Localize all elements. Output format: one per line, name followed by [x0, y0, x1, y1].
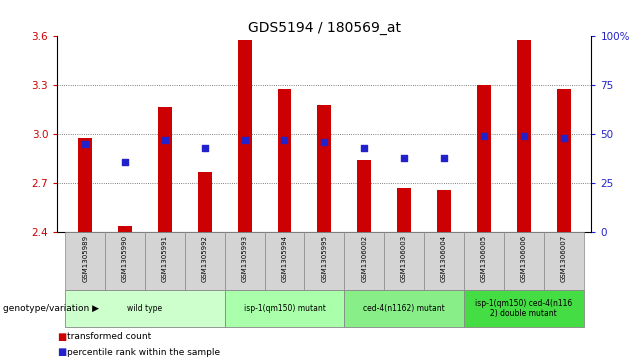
Point — [160, 137, 170, 143]
Text: GSM1306005: GSM1306005 — [481, 235, 487, 282]
Text: isp-1(qm150) ced-4(n116
2) double mutant: isp-1(qm150) ced-4(n116 2) double mutant — [475, 299, 572, 318]
Bar — [305, 232, 344, 290]
Point — [120, 159, 130, 165]
Bar — [105, 232, 145, 290]
Bar — [277, 89, 291, 232]
Point — [240, 137, 250, 143]
Text: GSM1305994: GSM1305994 — [282, 235, 287, 282]
Bar — [78, 138, 92, 232]
Bar — [317, 105, 331, 232]
Point — [479, 133, 489, 139]
Bar — [118, 226, 132, 232]
Point — [200, 145, 210, 151]
Point — [319, 139, 329, 145]
Text: ced-4(n1162) mutant: ced-4(n1162) mutant — [363, 304, 445, 313]
Bar — [477, 85, 491, 232]
Bar — [516, 40, 530, 232]
Text: wild type: wild type — [127, 304, 163, 313]
Text: GSM1305993: GSM1305993 — [242, 235, 247, 282]
Text: GSM1306007: GSM1306007 — [560, 235, 567, 282]
Text: GSM1305992: GSM1305992 — [202, 235, 208, 282]
Text: GSM1306004: GSM1306004 — [441, 235, 447, 282]
Point — [518, 133, 529, 139]
Text: GSM1306003: GSM1306003 — [401, 235, 407, 282]
Bar — [437, 190, 451, 232]
Text: GSM1305995: GSM1305995 — [321, 235, 328, 282]
Bar — [397, 188, 411, 232]
Text: ■: ■ — [57, 331, 67, 342]
Bar — [225, 232, 265, 290]
Bar — [544, 232, 583, 290]
Text: percentile rank within the sample: percentile rank within the sample — [67, 348, 220, 356]
Text: GSM1305989: GSM1305989 — [82, 235, 88, 282]
Point — [439, 155, 449, 161]
Bar — [145, 232, 185, 290]
Bar — [464, 232, 504, 290]
Title: GDS5194 / 180569_at: GDS5194 / 180569_at — [248, 21, 401, 35]
Text: transformed count: transformed count — [67, 332, 151, 341]
Bar — [265, 232, 305, 290]
Point — [558, 135, 569, 141]
Point — [359, 145, 370, 151]
Text: GSM1306006: GSM1306006 — [521, 235, 527, 282]
Bar — [556, 89, 570, 232]
Text: GSM1306002: GSM1306002 — [361, 235, 367, 282]
Text: isp-1(qm150) mutant: isp-1(qm150) mutant — [244, 304, 326, 313]
Bar — [357, 160, 371, 232]
Text: ■: ■ — [57, 347, 67, 357]
Bar — [424, 232, 464, 290]
Text: GSM1305991: GSM1305991 — [162, 235, 168, 282]
Text: genotype/variation ▶: genotype/variation ▶ — [3, 304, 99, 313]
Point — [399, 155, 409, 161]
Bar — [66, 232, 105, 290]
Bar — [384, 232, 424, 290]
Bar — [185, 232, 225, 290]
Point — [80, 141, 90, 147]
Bar — [66, 290, 225, 327]
Bar — [344, 290, 464, 327]
Bar — [225, 290, 344, 327]
Text: GSM1305990: GSM1305990 — [122, 235, 128, 282]
Bar — [344, 232, 384, 290]
Bar — [158, 107, 172, 232]
Bar — [198, 172, 212, 232]
Point — [279, 137, 289, 143]
Bar — [504, 232, 544, 290]
Bar — [464, 290, 583, 327]
Bar — [238, 40, 252, 232]
